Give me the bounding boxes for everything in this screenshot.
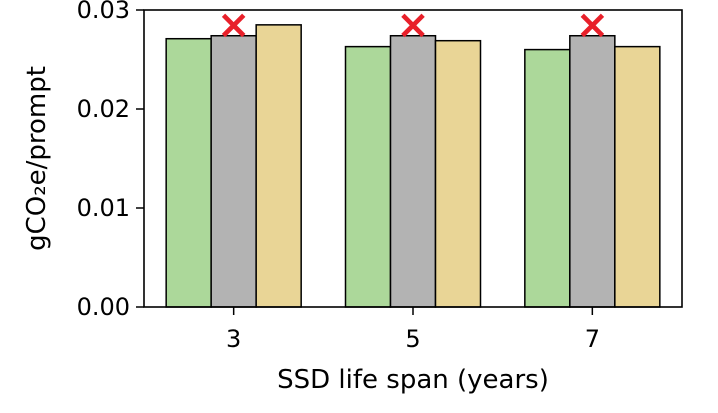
y-tick-label: 0.01	[77, 194, 130, 222]
y-tick-label: 0.03	[77, 0, 130, 24]
bar-series-2-5	[389, 34, 437, 308]
bar-series-2-3	[210, 34, 257, 308]
bar-series-2-7	[569, 34, 616, 308]
cross-marker-2: ×	[396, 2, 430, 48]
y-tick-label: 0.00	[77, 293, 130, 321]
bar-series-3-7	[614, 45, 661, 308]
x-axis-label: SSD life span (years)	[277, 365, 549, 395]
x-axis: 3 5 7	[226, 307, 600, 353]
bar-series-3-5	[434, 39, 482, 308]
cross-marker-3: ×	[576, 2, 610, 48]
x-tick-label-5: 5	[405, 325, 420, 353]
x-tick-label-7: 7	[585, 325, 600, 353]
bar-series-1-3	[165, 37, 212, 308]
cross-marker-1: ×	[217, 2, 251, 48]
y-axis: 0.00 0.01 0.02 0.03	[77, 0, 144, 321]
y-axis-label: gCO₂e/prompt	[22, 66, 52, 251]
x-tick-label-3: 3	[226, 325, 241, 353]
bar-series-3-3	[255, 24, 302, 308]
bars-layer	[165, 24, 661, 308]
bar-series-1-7	[524, 48, 571, 308]
bar-series-1-5	[344, 45, 392, 308]
y-tick-label: 0.02	[77, 95, 130, 123]
